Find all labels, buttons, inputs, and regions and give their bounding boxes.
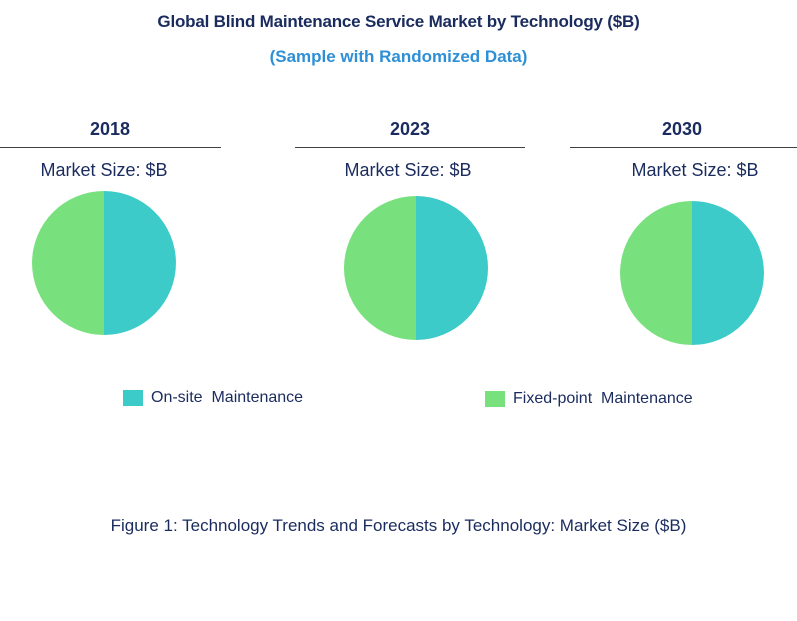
pie-slice-2018-fixed-point bbox=[32, 191, 104, 335]
market-size-label-2030: Market Size: $B bbox=[631, 160, 759, 180]
legend-label-on-site: On-site Maintenance bbox=[151, 389, 304, 406]
panel-divider-2018 bbox=[0, 147, 221, 148]
legend-swatch-on-site bbox=[123, 390, 143, 406]
panel-year-2023: 2023 bbox=[389, 119, 431, 139]
legend-item-fixed-point: Fixed-point Maintenance bbox=[485, 390, 693, 408]
legend-label-fixed-point: Fixed-point Maintenance bbox=[513, 390, 693, 407]
legend-swatch-fixed-point bbox=[485, 391, 505, 407]
panel-divider-2023 bbox=[295, 147, 525, 148]
pie-slice-2023-fixed-point bbox=[344, 196, 416, 340]
chart-subtitle: (Sample with Randomized Data) bbox=[269, 47, 528, 66]
figure-caption: Figure 1: Technology Trends and Forecast… bbox=[110, 516, 687, 535]
pie-slice-2023-on-site bbox=[416, 196, 488, 340]
pie-slice-2030-on-site bbox=[692, 201, 764, 345]
panel-divider-2030 bbox=[570, 147, 797, 148]
legend-item-on-site: On-site Maintenance bbox=[123, 389, 303, 407]
pie-slice-2030-fixed-point bbox=[620, 201, 692, 345]
market-size-label-2018: Market Size: $B bbox=[40, 160, 168, 180]
panel-year-2030: 2030 bbox=[661, 119, 703, 139]
market-size-label-2023: Market Size: $B bbox=[344, 160, 472, 180]
pie-slice-2018-on-site bbox=[104, 191, 176, 335]
chart-title: Global Blind Maintenance Service Market … bbox=[157, 12, 640, 31]
panel-year-2018: 2018 bbox=[89, 119, 131, 139]
